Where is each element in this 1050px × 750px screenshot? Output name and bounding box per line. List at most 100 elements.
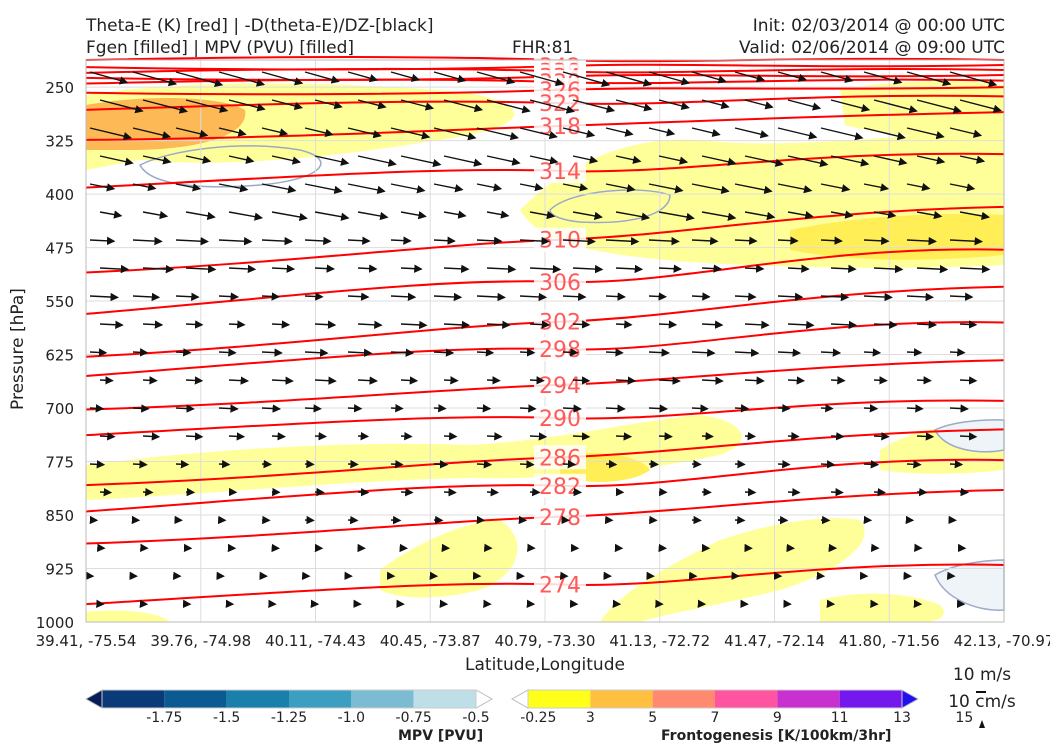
wind-vector — [271, 155, 302, 165]
theta-e-label-bg — [534, 504, 586, 529]
wind-vector — [476, 236, 503, 246]
wind-vector — [648, 183, 684, 194]
wind-vector — [949, 348, 966, 357]
wind-vector — [529, 264, 562, 274]
wind-vector — [691, 404, 709, 413]
wind-vector — [648, 348, 670, 357]
mpv-colorbar-label: -1.0 — [338, 710, 365, 726]
wind-vector — [572, 211, 603, 221]
wind-vector — [175, 460, 190, 469]
wind-vector — [99, 376, 114, 385]
wind-vector — [185, 320, 204, 329]
wind-vector — [390, 71, 421, 82]
wind-vector — [949, 404, 969, 413]
wind-vector — [648, 127, 676, 137]
x-axis-label: Latitude,Longitude — [465, 655, 625, 675]
wind-vector — [142, 264, 175, 274]
fgen-colorbar-swatch — [777, 690, 840, 708]
wind-vector — [744, 99, 774, 110]
wind-vector — [777, 292, 804, 302]
fgen-region-11 — [820, 593, 944, 622]
wind-vector — [873, 376, 888, 385]
wind-vector — [830, 488, 844, 497]
wind-vector — [572, 264, 604, 274]
wind-vector — [959, 376, 978, 385]
wind-vector — [304, 127, 334, 137]
wind-vector — [701, 431, 714, 441]
x-tick-label: 41.47, -72.14 — [724, 632, 825, 650]
wind-vector — [347, 71, 379, 83]
wind-vector — [744, 264, 765, 273]
theta-e-label-286: 286 — [539, 446, 581, 471]
x-tick-label: 42.13, -70.97 — [954, 632, 1050, 650]
fgen-region-10 — [86, 610, 170, 622]
wind-vector — [562, 237, 596, 246]
wind-vector — [959, 99, 1002, 113]
wind-vector — [658, 264, 683, 273]
wind-vector — [916, 210, 943, 220]
x-tick-label: 40.11, -74.43 — [265, 632, 366, 650]
wind-vector — [949, 292, 974, 301]
wind-vector — [863, 127, 906, 141]
wind-vector — [562, 127, 596, 138]
fgen-colorbar-swatch — [528, 690, 591, 708]
wind-vector — [314, 155, 350, 166]
wind-vector — [400, 211, 427, 220]
wind-vector — [443, 99, 484, 113]
wind-vector — [658, 99, 690, 110]
wind-vector — [873, 320, 898, 329]
wind-vector — [486, 487, 500, 497]
wind-vector — [658, 320, 678, 329]
wind-vector — [271, 264, 296, 273]
wind-vector — [261, 71, 304, 86]
wind-vector — [787, 376, 806, 385]
wind-vector — [691, 71, 727, 84]
wind-vector — [787, 431, 800, 441]
wind-vector — [701, 264, 723, 273]
wind-vector — [959, 264, 991, 274]
x-tick-label: 41.80, -71.56 — [839, 632, 940, 650]
mpv-colorbar-swatch — [289, 690, 352, 708]
wind-vector — [777, 127, 818, 140]
fgen-colorbar-label: 5 — [648, 710, 657, 726]
wind-vector — [476, 127, 519, 141]
theta-e-label-314: 314 — [539, 160, 581, 185]
wind-vector — [916, 99, 962, 114]
wind-vector — [89, 460, 106, 469]
wind-vector — [734, 348, 760, 357]
wind-vector — [228, 432, 246, 441]
wind-vector — [185, 264, 217, 274]
theta-e-label-298: 298 — [539, 338, 581, 363]
wind-vector — [476, 460, 493, 469]
y-tick-label: 775 — [45, 454, 74, 472]
wind-vector — [261, 348, 283, 357]
wind-vector — [605, 348, 624, 357]
wind-vector — [615, 99, 653, 112]
fgen-colorbar-label: 11 — [831, 710, 849, 726]
wind-vector — [271, 211, 308, 222]
wind-vector — [357, 155, 397, 167]
wind-vector — [99, 264, 130, 274]
y-tick-label: 1000 — [36, 614, 74, 632]
wind-vector — [691, 183, 730, 195]
wind-vector — [734, 127, 769, 139]
wind-vector — [218, 348, 237, 357]
wind-vector — [744, 320, 770, 330]
wind-vector — [185, 211, 216, 221]
wind-vector — [906, 182, 931, 192]
wind-vector — [959, 211, 991, 221]
wind-vector — [830, 264, 857, 274]
theta-e-label-282: 282 — [539, 475, 581, 500]
theta-e-label-318: 318 — [539, 115, 581, 140]
wind-vector — [615, 264, 644, 274]
wind-vector — [271, 99, 303, 111]
theta-e-label-bg — [534, 158, 586, 183]
wind-vector — [99, 432, 116, 441]
wind-vector — [519, 182, 544, 192]
mpv-colorbar-swatch — [351, 690, 414, 708]
theta-e-label-290: 290 — [539, 407, 581, 432]
wind-vector — [433, 236, 456, 245]
wind-vector — [347, 183, 386, 195]
wind-vector — [218, 127, 247, 137]
